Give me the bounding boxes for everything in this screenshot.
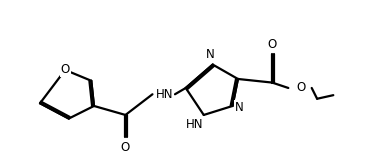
Text: O: O bbox=[296, 81, 306, 95]
Text: O: O bbox=[121, 141, 130, 154]
Text: HN: HN bbox=[155, 88, 173, 101]
Text: O: O bbox=[61, 63, 70, 76]
Text: N: N bbox=[235, 101, 244, 114]
Text: HN: HN bbox=[186, 118, 204, 131]
Text: N: N bbox=[206, 48, 214, 61]
Text: O: O bbox=[267, 38, 277, 51]
